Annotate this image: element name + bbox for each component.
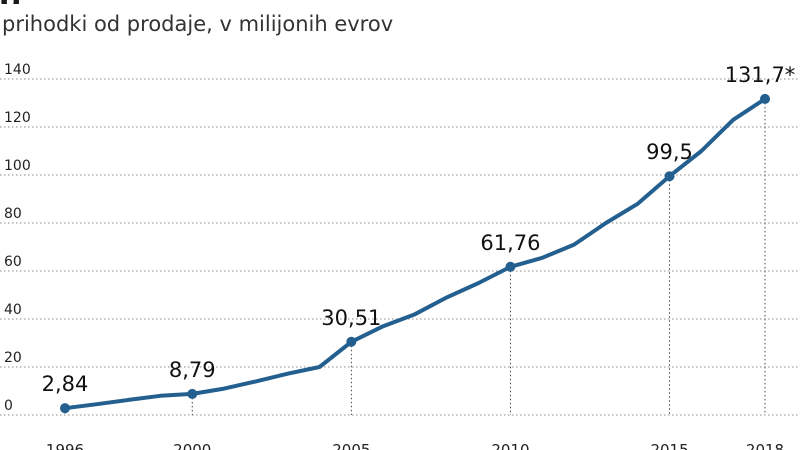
grid-lines <box>0 78 800 416</box>
series-line <box>63 96 767 411</box>
x-tick-label: 2010 <box>491 441 529 450</box>
x-axis-ticks: 1996 2000 2005 2010 2015 2018 <box>46 441 784 450</box>
data-label: 99,5 <box>646 140 693 164</box>
data-label: 2,84 <box>42 372 89 396</box>
y-tick-label: 80 <box>4 206 22 222</box>
data-label: 61,76 <box>480 231 540 255</box>
y-tick-label: 0 <box>4 398 13 414</box>
y-tick-label: 140 <box>4 62 31 78</box>
data-labels: 2,84 8,79 30,51 61,76 99,5 131,7* <box>42 63 796 396</box>
x-tick-label: 1996 <box>46 441 84 450</box>
y-axis-ticks: 0 20 40 60 80 100 120 140 <box>4 62 31 414</box>
data-point <box>187 388 198 399</box>
title-cutoff-fragment: g <box>0 0 30 4</box>
data-label: 30,51 <box>321 306 381 330</box>
data-point <box>760 93 770 104</box>
series-line-path <box>63 96 767 411</box>
data-point <box>505 261 516 272</box>
chart-subtitle: prihodki od prodaje, v milijonih evrov <box>2 12 394 36</box>
x-tick-label: 2000 <box>173 441 211 450</box>
y-tick-label: 120 <box>4 110 31 126</box>
data-point <box>346 336 357 347</box>
x-tick-label: 2005 <box>332 441 370 450</box>
y-tick-label: 20 <box>4 350 22 366</box>
data-point <box>60 403 70 414</box>
y-tick-label: 60 <box>4 254 22 270</box>
x-tick-label: 2018 <box>746 441 784 450</box>
data-label: 131,7* <box>725 63 796 87</box>
y-tick-label: 100 <box>4 158 31 174</box>
x-tick-label: 2015 <box>650 441 688 450</box>
data-label: 8,79 <box>169 358 216 382</box>
data-points <box>60 93 770 414</box>
y-tick-label: 40 <box>4 302 22 318</box>
data-point <box>664 171 675 182</box>
